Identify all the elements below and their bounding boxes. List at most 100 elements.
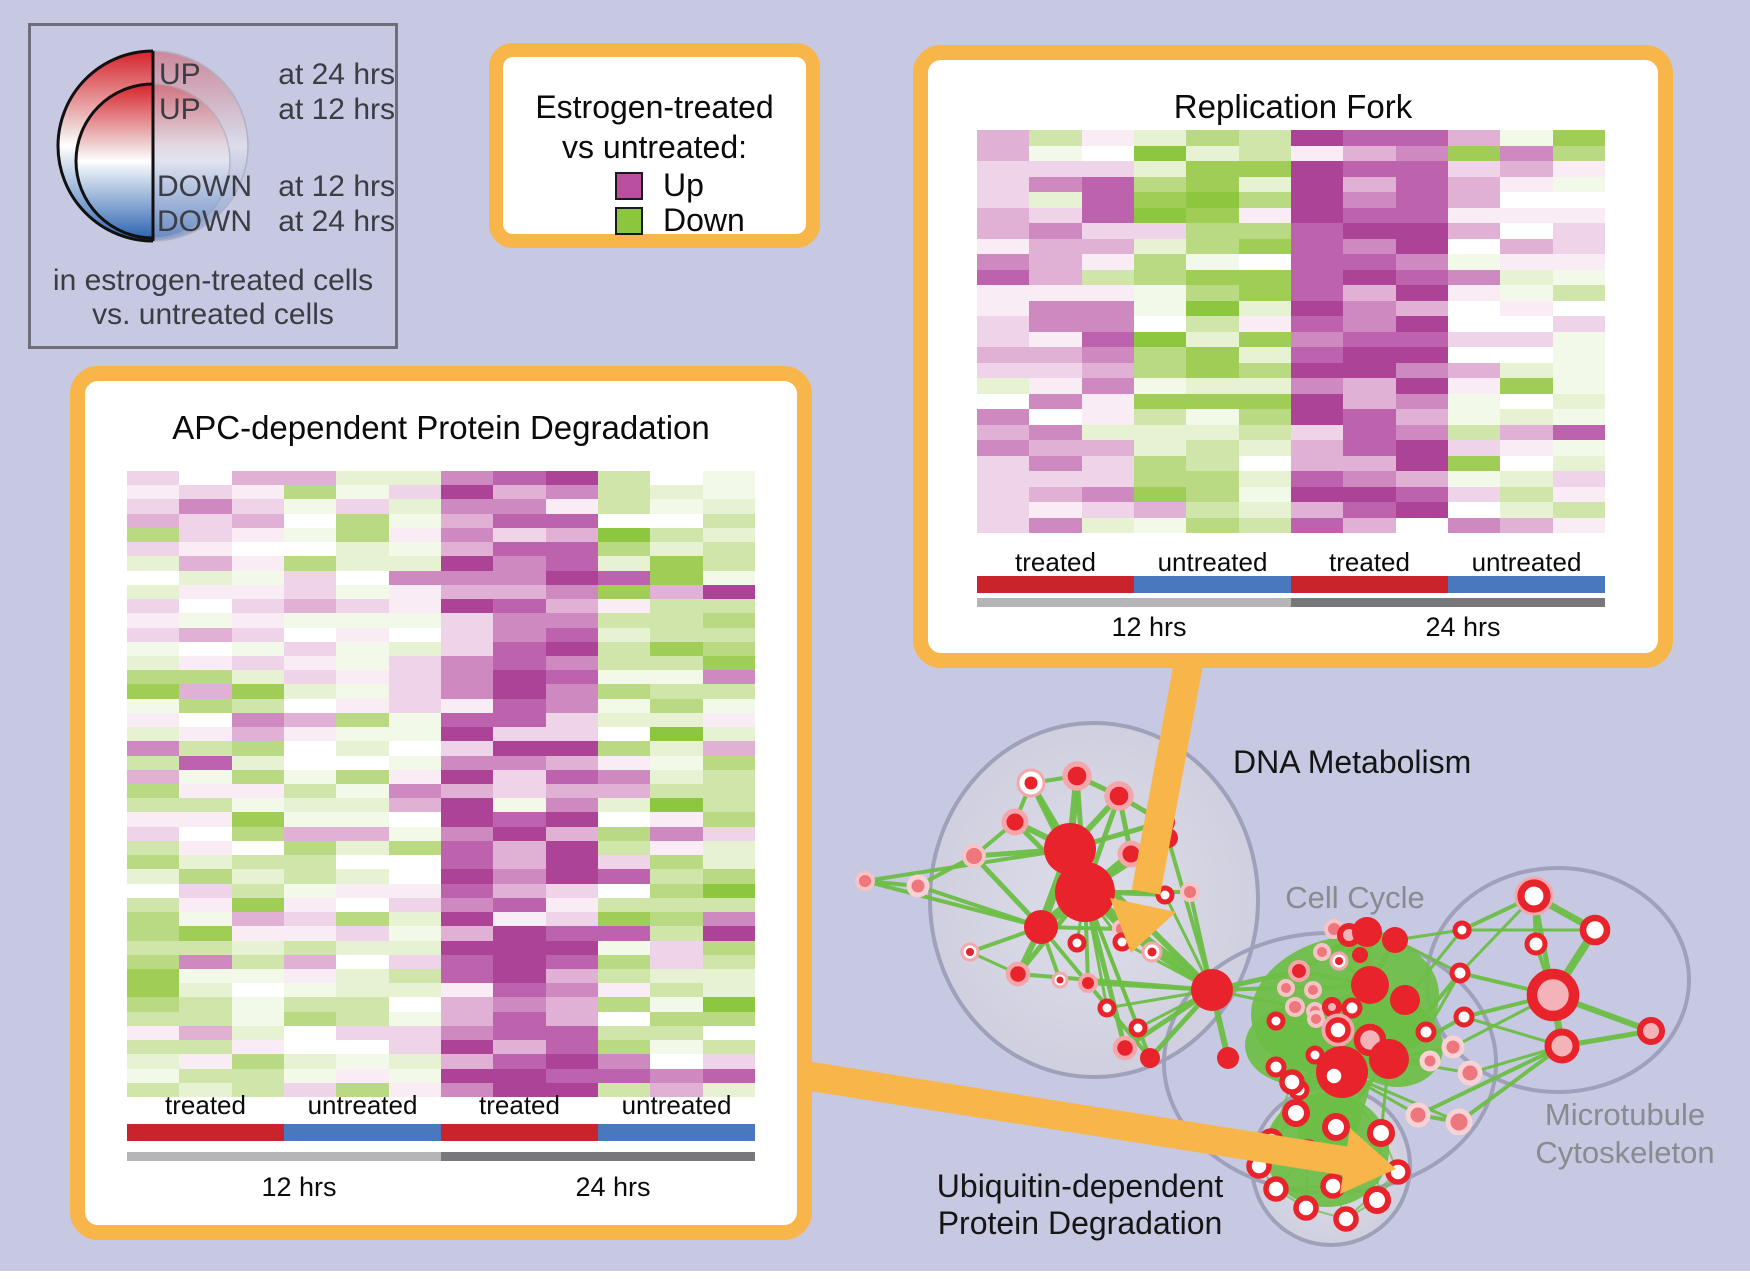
- gene-node-white-donut: [1362, 1185, 1392, 1215]
- gene-node-white-donut: [1266, 1011, 1286, 1031]
- gene-node-red-core: [1335, 957, 1343, 965]
- heatmap-cell: [336, 627, 389, 642]
- network-edge: [1036, 887, 1090, 932]
- network-edge: [863, 879, 920, 888]
- heatmap-cell: [1290, 300, 1344, 316]
- gene-node-white-donut: [1295, 1139, 1321, 1165]
- heatmap-cell: [650, 869, 703, 884]
- gene-node-white-donut: [1320, 1173, 1346, 1199]
- heatmap-cell: [127, 655, 180, 671]
- network-edge: [1416, 1113, 1461, 1124]
- heatmap-cell: [1395, 316, 1448, 332]
- heatmap-cell: [440, 798, 494, 813]
- heatmap-cell: [1500, 300, 1553, 316]
- heatmap-cell: [440, 1082, 494, 1097]
- network-edge: [1147, 987, 1215, 1061]
- heatmap-cell: [1081, 331, 1134, 347]
- heatmap-cell: [597, 641, 651, 656]
- heatmap-cell: [231, 855, 284, 870]
- heatmap-cell: [702, 570, 755, 585]
- network-edge: [971, 853, 1044, 930]
- heatmap-cell: [440, 542, 494, 557]
- heatmap-cell: [977, 130, 1030, 146]
- heatmap-cell: [1290, 378, 1344, 394]
- heatmap-cell: [1552, 192, 1605, 208]
- heatmap-cell: [231, 1011, 284, 1026]
- heatmap-cell: [597, 627, 651, 642]
- heatmap-cell: [1186, 192, 1239, 208]
- network-edge: [1039, 925, 1062, 982]
- heatmap-cell: [1290, 161, 1344, 177]
- heatmap-cell: [1133, 285, 1187, 301]
- gene-node-red-pink-ring: [1001, 808, 1029, 836]
- heatmap-cell: [1029, 238, 1082, 254]
- heatmap-cell: [650, 670, 703, 685]
- network-edge: [1376, 1132, 1382, 1201]
- heatmap-cell: [388, 655, 441, 671]
- heatmap-cell: [336, 1054, 389, 1069]
- heatmap-cell: [1081, 285, 1134, 301]
- heatmap-cell: [179, 869, 232, 884]
- heatmap-cell: [1238, 176, 1291, 192]
- heatmap-cell: [179, 542, 232, 557]
- heatmap-cell: [179, 712, 232, 728]
- heatmap-cell: [127, 840, 180, 856]
- heatmap-cell: [597, 684, 651, 699]
- heatmap-cell: [1395, 145, 1448, 161]
- heatmap-cell: [440, 954, 494, 969]
- network-edge: [1013, 781, 1033, 824]
- gene-node-salmon: [1285, 997, 1305, 1017]
- gene-node-red-core: [1056, 976, 1064, 984]
- heatmap-cell: [1081, 455, 1134, 471]
- heatmap-cell: [231, 798, 284, 813]
- apc-panel: APC-dependent Protein Degradation treate…: [70, 366, 812, 1240]
- network-edge: [916, 884, 1043, 929]
- heatmap-cell: [388, 584, 441, 600]
- heatmap-cell: [1447, 176, 1501, 192]
- rf-group-label-1: treated: [1015, 547, 1096, 577]
- heatmap-cell: [1081, 130, 1134, 146]
- heatmap-cell: [1290, 393, 1344, 409]
- heatmap-cell: [1395, 471, 1448, 487]
- heatmap-cell: [1552, 145, 1605, 161]
- network-edge: [1291, 1081, 1337, 1128]
- heatmap-cell: [545, 1011, 598, 1026]
- heatmap-cell: [545, 499, 598, 514]
- heatmap-cell: [1029, 192, 1082, 208]
- gene-node-pink-core: [1526, 968, 1580, 1022]
- network-edge: [1128, 835, 1171, 857]
- heatmap-cell: [702, 840, 755, 856]
- heatmap-cell: [336, 613, 389, 628]
- heatmap-cell: [283, 1082, 337, 1097]
- heatmap-cell: [1133, 238, 1187, 254]
- network-edge: [1366, 981, 1393, 1063]
- heatmap-cell: [650, 1040, 703, 1055]
- apc-12hrs-label: 12 hrs: [261, 1172, 337, 1202]
- heatmap-cell: [493, 912, 546, 927]
- gene-node-red: [1351, 966, 1389, 1004]
- heatmap-cell: [388, 784, 441, 799]
- heatmap-cell: [1500, 517, 1553, 533]
- gene-node-white-donut: [1333, 1206, 1359, 1232]
- heatmap-cell: [1238, 378, 1291, 394]
- heatmap-cell: [127, 556, 180, 571]
- heatmap-cell: [1133, 440, 1187, 456]
- heatmap-cell: [545, 798, 598, 813]
- heatmap-cell: [1395, 161, 1448, 177]
- network-edge: [1549, 991, 1566, 1050]
- heatmap-cell: [1500, 130, 1553, 146]
- cluster-ellipse-cell-cycle: [1162, 931, 1498, 1195]
- arrow-head-apc-to-ubiquitin: [1340, 1128, 1396, 1194]
- heatmap-cell: [1133, 471, 1187, 487]
- heatmap-cell: [1500, 145, 1553, 161]
- network-edge: [1274, 1065, 1344, 1074]
- heatmap-cell: [493, 897, 546, 913]
- heatmap-cell: [1081, 517, 1134, 533]
- heatmap-cell: [336, 855, 389, 870]
- heatmap-cell: [597, 670, 651, 685]
- network-edge: [1337, 959, 1372, 987]
- heatmap-cell: [1081, 440, 1134, 456]
- heatmap-cell: [283, 613, 337, 628]
- network-edge: [863, 847, 1072, 883]
